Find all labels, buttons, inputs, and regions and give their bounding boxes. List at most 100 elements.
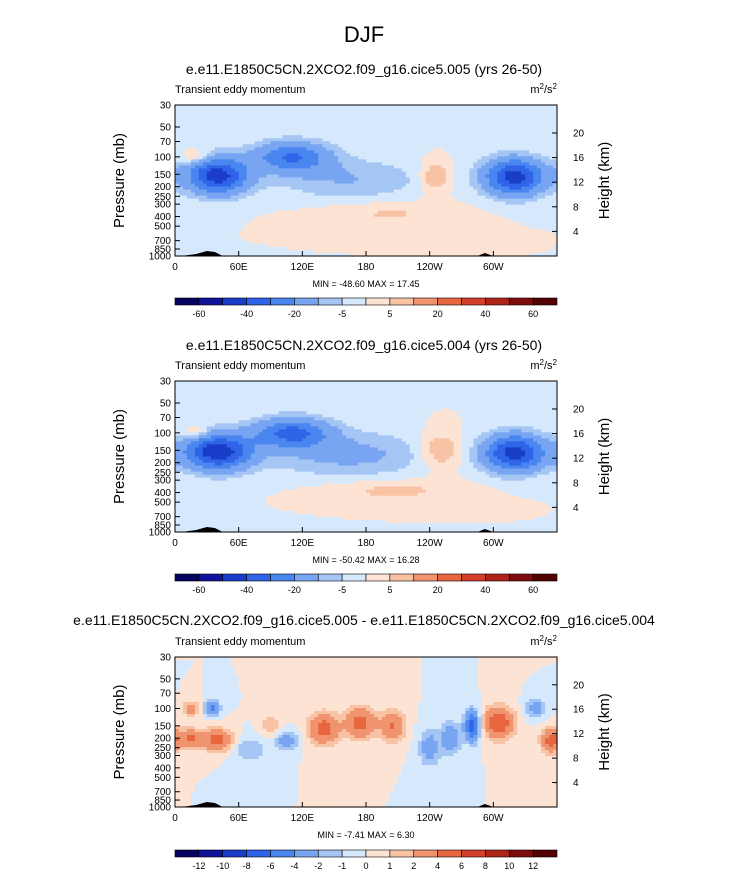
heatmap-cell	[326, 201, 331, 206]
heatmap-cell	[234, 150, 240, 154]
heatmap-cell	[186, 114, 192, 118]
heatmap-cell	[453, 195, 459, 200]
heatmap-cell	[270, 204, 276, 209]
heatmap-cell	[489, 153, 494, 157]
heatmap-cell	[405, 213, 411, 218]
heatmap-cell	[469, 165, 475, 170]
heatmap-cell	[449, 240, 455, 245]
heatmap-cell	[302, 198, 307, 203]
heatmap-cell	[298, 132, 303, 136]
heatmap-cell	[306, 126, 311, 130]
heatmap-cell	[529, 225, 534, 230]
heatmap-cell	[326, 120, 331, 124]
heatmap-cell	[358, 180, 363, 185]
heatmap-cell	[549, 168, 554, 173]
heatmap-cell	[405, 147, 411, 151]
heatmap-cell	[401, 219, 407, 224]
heatmap-cell	[373, 189, 379, 194]
heatmap-cell	[513, 186, 518, 191]
heatmap-cell	[362, 111, 367, 115]
heatmap-cell	[381, 153, 387, 157]
heatmap-cell	[210, 147, 216, 151]
heatmap-cell	[234, 141, 240, 145]
heatmap-cell	[453, 381, 459, 385]
heatmap-cell	[513, 192, 518, 197]
heatmap-cell	[294, 207, 299, 212]
heatmap-cell	[369, 222, 375, 227]
heatmap-cell	[481, 222, 486, 227]
heatmap-cell	[218, 171, 224, 176]
heatmap-cell	[226, 129, 232, 133]
heatmap-cell	[226, 162, 232, 166]
heatmap-cell	[250, 105, 256, 109]
heatmap-cell	[401, 234, 407, 239]
heatmap-cell	[222, 219, 228, 224]
heatmap-cell	[214, 180, 220, 185]
heatmap-cell	[401, 108, 407, 112]
heatmap-cell	[469, 381, 475, 385]
heatmap-cell	[545, 243, 550, 248]
heatmap-cell	[366, 252, 371, 257]
heatmap-cell	[290, 108, 295, 112]
heatmap-cell	[489, 192, 494, 197]
heatmap-cell	[258, 243, 264, 248]
heatmap-cell	[401, 111, 407, 115]
heatmap-cell	[338, 132, 343, 136]
heatmap-cell	[186, 189, 192, 194]
heatmap-cell	[477, 228, 482, 233]
heatmap-cell	[529, 132, 534, 136]
heatmap-cell	[417, 159, 423, 163]
heatmap-cell	[206, 135, 212, 139]
heatmap-cell	[262, 219, 268, 224]
heatmap-cell	[505, 129, 510, 133]
heatmap-cell	[294, 381, 299, 385]
heatmap-cell	[497, 111, 502, 115]
heatmap-cell	[270, 249, 276, 254]
heatmap-cell	[266, 252, 272, 257]
heatmap-cell	[270, 213, 276, 218]
heatmap-cell	[453, 246, 459, 251]
heatmap-cell	[533, 180, 538, 185]
heatmap-cell	[322, 216, 327, 221]
heatmap-cell	[270, 165, 276, 170]
heatmap-cell	[226, 246, 232, 251]
heatmap-cell	[449, 216, 455, 221]
heatmap-cell	[457, 252, 463, 257]
heatmap-cell	[385, 126, 391, 130]
heatmap-cell	[294, 216, 299, 221]
heatmap-cell	[218, 111, 224, 115]
heatmap-cell	[178, 171, 184, 176]
heatmap-cell	[214, 132, 220, 136]
heatmap-cell	[525, 237, 530, 242]
heatmap-cell	[513, 135, 518, 139]
heatmap-cell	[298, 186, 303, 191]
heatmap-cell	[210, 231, 216, 236]
heatmap-cell	[461, 192, 467, 197]
heatmap-cell	[465, 138, 471, 142]
units-sup: 2	[540, 358, 545, 367]
heatmap-cell	[190, 240, 196, 245]
heatmap-cell	[262, 156, 268, 160]
heatmap-cell	[373, 147, 379, 151]
heatmap-cell	[537, 216, 542, 221]
heatmap-cell	[250, 201, 256, 206]
heatmap-cell	[505, 132, 510, 136]
heatmap-cell	[250, 381, 256, 385]
heatmap-cell	[202, 150, 208, 154]
heatmap-cell	[334, 180, 339, 185]
heatmap-cell	[314, 138, 319, 142]
heatmap-cell	[326, 249, 331, 254]
heatmap-cell	[218, 147, 224, 151]
heatmap-cell	[190, 111, 196, 115]
y-tick-label: 400	[154, 212, 171, 223]
heatmap-cell	[234, 216, 240, 221]
heatmap-cell	[381, 135, 387, 139]
heatmap-cell	[266, 177, 272, 182]
heatmap-cell	[545, 228, 550, 233]
heatmap-cell	[330, 246, 335, 251]
heatmap-cell	[338, 159, 343, 163]
heatmap-cell	[282, 150, 288, 154]
heatmap-cell	[198, 246, 204, 251]
heatmap-cell	[238, 222, 244, 227]
heatmap-cell	[362, 126, 367, 130]
